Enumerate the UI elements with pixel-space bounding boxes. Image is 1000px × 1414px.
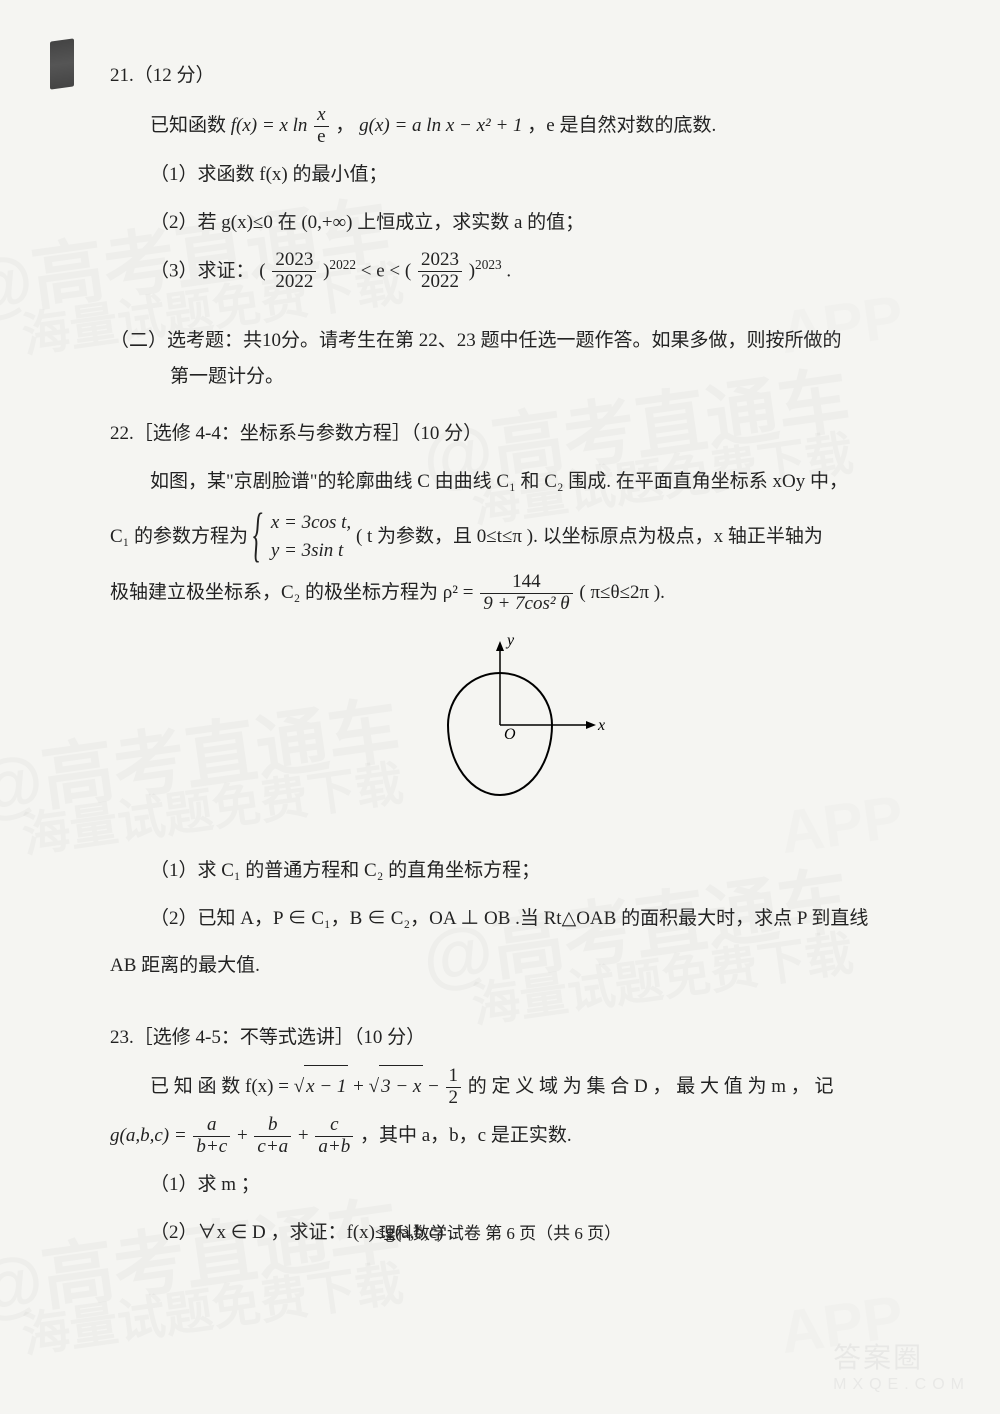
q22-header: 22.［选修 4-4：坐标系与参数方程］（10 分） (110, 413, 890, 455)
q21-p3-post: . (506, 260, 511, 281)
q23-intro-pre: 已 知 函 数 f(x) = (150, 1076, 294, 1097)
q23-intro-post: 的 定 义 域 为 集 合 D ， 最 大 值 为 m ， 记 (468, 1076, 834, 1097)
q21-p2: （2）若 g(x)≤0 在 (0,+∞) 上恒成立，求实数 a 的值； (110, 202, 890, 244)
q22-figure: y x O (110, 635, 890, 830)
q22-polar-pre: 极轴建立极坐标系，C₂ 的极坐标方程为 ρ² = (110, 582, 478, 603)
q21-intro-post: ，e 是自然对数的底数. (527, 115, 716, 136)
q23-half: 1 2 (446, 1066, 462, 1109)
q21-fx: f(x) = x ln (231, 115, 308, 136)
q23-g-post: ，其中 a，b，c 是正实数. (360, 1125, 572, 1146)
question-21: 21.（12 分） 已知函数 f(x) = x ln x e ， g(x) = … (110, 60, 890, 293)
section2-line1: （二）选考题：共10分。请考生在第 22、23 题中任选一题作答。如果多做，则按… (110, 323, 890, 359)
q21-gx: g(x) = a ln x − x² + 1 (359, 115, 522, 136)
q22-intro: 如图，某"京剧脸谱"的轮廓曲线 C 由曲线 C₁ 和 C₂ 围成. 在平面直角坐… (110, 461, 890, 503)
question-22: 22.［选修 4-4：坐标系与参数方程］（10 分） 如图，某"京剧脸谱"的轮廓… (110, 413, 890, 987)
q21-p3-mid: < e < (361, 260, 405, 281)
q22-param-line: C₁ 的参数方程为 x = 3cos t, y = 3sin t ( t 为参数… (110, 509, 890, 566)
q23-gdef: g(a,b,c) = ab+c + bc+a + ca+b ，其中 a，b，c … (110, 1115, 890, 1158)
q22-polar-post: ( π≤θ≤2π ). (579, 582, 665, 603)
q21-p3: （3）求证： ( 2023 2022 )2022 < e < ( 2023 20… (110, 250, 890, 293)
q22-p2a: （2）已知 A，P ∈ C₁，B ∈ C₂，OA ⊥ OB .当 Rt△OAB … (110, 898, 890, 940)
q22-param-pre: C₁ 的参数方程为 (110, 526, 248, 547)
corner-watermark: 答案圈 MXQE.COM (833, 1336, 970, 1394)
q21-intro: 已知函数 f(x) = x ln x e ， g(x) = a ln x − x… (110, 105, 890, 148)
q21-header: 21.（12 分） (110, 60, 890, 87)
face-outline-svg: y x O (390, 635, 610, 825)
q21-intro-pre: 已知函数 (150, 115, 231, 136)
section2-header: （二）选考题：共10分。请考生在第 22、23 题中任选一题作答。如果多做，则按… (110, 323, 890, 395)
q22-param-system: x = 3cos t, y = 3sin t (253, 509, 351, 566)
origin-label: O (504, 726, 516, 743)
q23-p1: （1）求 m ； (110, 1164, 890, 1206)
q22-polar-frac: 144 9 + 7cos² θ (480, 572, 572, 615)
q22-p2b: AB 距离的最大值. (110, 945, 890, 987)
q21-p1: （1）求函数 f(x) 的最小值； (110, 154, 890, 196)
q21-p3-frac1: 2023 2022 (272, 250, 316, 293)
q21-p3-frac2: 2023 2022 (418, 250, 462, 293)
q22-p1: （1）求 C₁ 的普通方程和 C₂ 的直角坐标方程； (110, 850, 890, 892)
y-axis-label: y (505, 635, 515, 649)
section2-line2: 第一题计分。 (110, 359, 890, 395)
q21-intro-mid: ， (335, 115, 354, 136)
q21-p3-pre: （3）求证： (150, 260, 255, 281)
q23-intro: 已 知 函 数 f(x) = √x − 1 + √3 − x − 1 2 的 定… (110, 1065, 890, 1109)
q23-header: 23.［选修 4-5：不等式选讲］（10 分） (110, 1017, 890, 1059)
q21-frac-xe: x e (314, 105, 328, 148)
q23-g-pre: g(a,b,c) = (110, 1125, 191, 1146)
q22-param-post: ( t 为参数，且 0≤t≤π ). 以坐标原点为极点，x 轴正半轴为 (356, 526, 823, 547)
x-axis-label: x (597, 717, 605, 734)
page-content: 21.（12 分） 已知函数 f(x) = x ln x e ， g(x) = … (60, 30, 940, 1314)
q22-polar-line: 极轴建立极坐标系，C₂ 的极坐标方程为 ρ² = 144 9 + 7cos² θ… (110, 572, 890, 615)
page-footer: 理科数学试卷 第 6 页（共 6 页） (0, 1219, 1000, 1244)
